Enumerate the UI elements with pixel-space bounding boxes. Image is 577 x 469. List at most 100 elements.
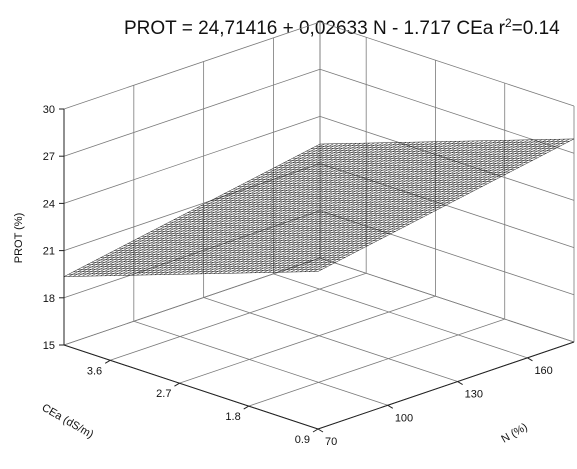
surface-mesh-line — [258, 139, 516, 273]
surface-mesh-line — [168, 141, 425, 275]
y-tick-label: 1.8 — [225, 411, 240, 423]
y-axis-line — [63, 344, 319, 430]
x-tick — [527, 357, 533, 362]
surface-mesh-line — [231, 140, 488, 274]
grid-line — [319, 163, 575, 248]
surface-mesh-line — [236, 140, 493, 274]
grid-line — [63, 163, 321, 251]
surface-mesh-line — [163, 141, 420, 275]
surface-mesh-line — [218, 140, 475, 274]
surface-mesh-line — [91, 143, 348, 277]
surface-mesh-line — [68, 143, 325, 277]
title-end: =0.14 — [512, 18, 561, 39]
grid-line — [133, 320, 388, 406]
grid-line — [319, 257, 575, 343]
surface-mesh-line — [122, 142, 380, 276]
chart-title: PROT = 24,71416 + 0,02633 N - 1.717 CEa … — [124, 16, 560, 39]
surface-mesh-line — [295, 139, 552, 273]
grid-line — [63, 116, 321, 204]
surface-mesh-line — [177, 141, 434, 275]
grid-line — [319, 68, 575, 154]
surface-mesh-line — [145, 142, 402, 276]
surface-mesh-line — [204, 140, 461, 275]
surface-mesh-line — [263, 139, 520, 273]
grid-line — [63, 68, 321, 157]
grid-line — [203, 297, 458, 382]
grid-line — [319, 210, 575, 296]
y-tick — [243, 405, 249, 410]
surface-mesh-line — [195, 141, 452, 275]
y-tick-label: 0.9 — [295, 434, 310, 446]
surface-mesh-line — [222, 140, 479, 274]
surface-mesh-line — [136, 142, 393, 276]
surface-mesh-line — [140, 142, 398, 276]
z-tick-label: 24 — [43, 198, 55, 210]
axes: 15 18 21 24 27 30 0.9 1.8 2.7 3.6 70 100 130 160 — [43, 104, 575, 448]
x-axis-label: N (%) — [499, 421, 529, 445]
grid-line — [319, 116, 575, 201]
surface-mesh-line — [240, 140, 498, 274]
grid-line — [110, 272, 367, 361]
surface-mesh-line — [127, 142, 384, 276]
surface-mesh-line — [113, 142, 371, 276]
surface-mesh-line — [82, 143, 339, 277]
surface-mesh-line — [154, 141, 411, 276]
x-tick-label: 100 — [395, 412, 413, 424]
x-tick — [387, 404, 394, 409]
surface-mesh-line — [277, 139, 534, 273]
grid-line — [179, 295, 436, 384]
surface-mesh-line — [317, 138, 575, 272]
surface-mesh-line — [299, 139, 556, 273]
surface-mesh-line — [213, 140, 470, 274]
surface-mesh-line — [199, 141, 457, 275]
title-superscript: 2 — [505, 16, 512, 30]
regression-surface — [63, 138, 575, 277]
surface-mesh-line — [172, 141, 429, 275]
x-tick-label: 70 — [325, 436, 337, 448]
grid-line — [63, 21, 321, 110]
surface-mesh-line — [150, 142, 407, 276]
surface-mesh-line — [254, 139, 511, 273]
y-axis-label: CEa (dS/m) — [40, 402, 96, 441]
surface-mesh-line — [159, 141, 416, 275]
surface-mesh-line — [267, 139, 525, 273]
surface-mesh-line — [190, 141, 448, 275]
y-tick-label: 3.6 — [87, 365, 102, 377]
grid-line — [319, 21, 575, 107]
z-tick-label: 21 — [43, 246, 55, 258]
surface-mesh-line — [227, 140, 484, 274]
z-tick-label: 18 — [43, 293, 55, 305]
y-tick-label: 2.7 — [156, 388, 171, 400]
surface-mesh-line — [109, 142, 366, 276]
surface-mesh-line — [63, 143, 321, 277]
z-tick-label: 15 — [43, 340, 55, 352]
surface-mesh-line — [181, 141, 439, 275]
surface-mesh-line — [281, 139, 538, 273]
grid-line — [273, 273, 528, 359]
grid-line — [248, 318, 505, 407]
x-tick — [317, 428, 324, 433]
surface-mesh-line — [249, 140, 507, 274]
y-tick — [312, 428, 319, 433]
x-tick — [457, 381, 463, 385]
surface-mesh-line — [118, 142, 375, 276]
x-tick-label: 160 — [534, 365, 552, 377]
y-tick — [174, 382, 180, 387]
surface-mesh-line — [95, 143, 352, 277]
z-axis-label: PROT (%) — [13, 213, 25, 264]
title-main: PROT = 24,71416 + 0,02633 N - 1.717 CEa … — [124, 18, 506, 39]
z-tick-label: 27 — [43, 151, 55, 163]
surface-mesh-line — [209, 140, 466, 274]
surface-mesh-line — [72, 143, 330, 277]
surface-mesh-line — [313, 138, 570, 272]
surface-mesh-line — [100, 143, 357, 277]
x-axis-line — [317, 341, 575, 430]
surface-mesh-line — [186, 141, 443, 275]
surface-mesh-line — [308, 138, 566, 272]
y-tick — [104, 359, 111, 364]
z-tick-label: 30 — [43, 104, 55, 116]
surface-mesh-line — [272, 139, 529, 273]
surface-mesh-line — [304, 138, 561, 272]
surface-mesh-line — [77, 143, 334, 277]
